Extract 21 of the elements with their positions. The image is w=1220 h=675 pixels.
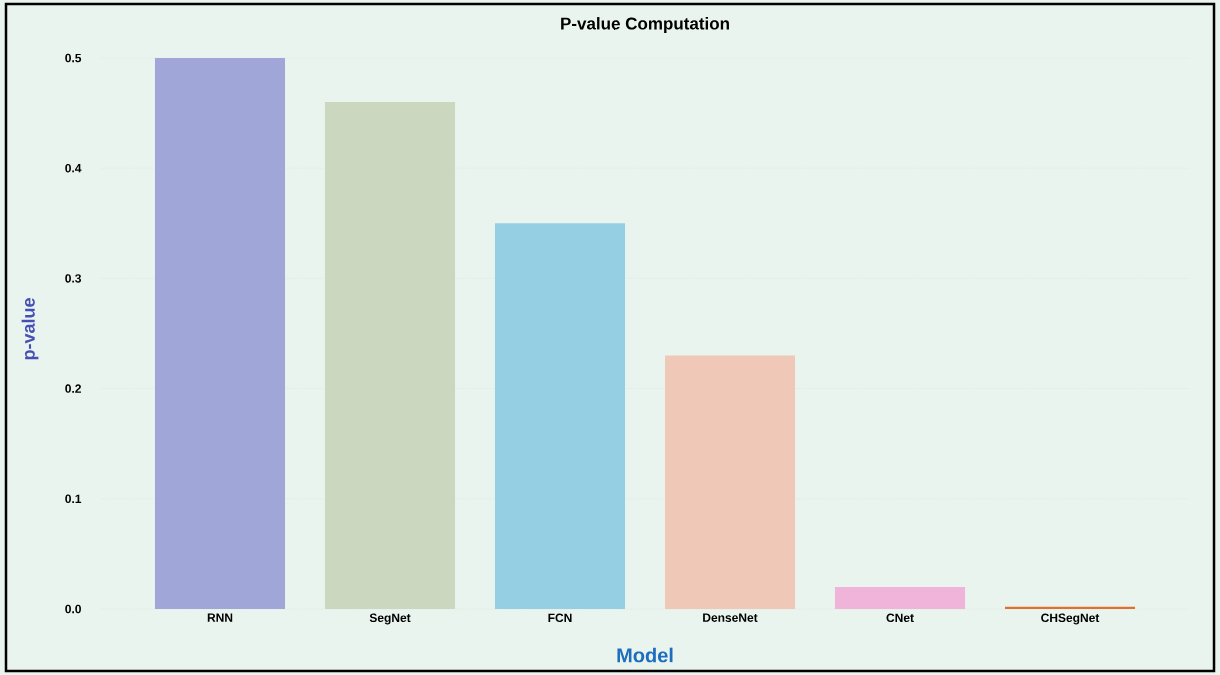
y-axis-title: p-value	[21, 298, 39, 360]
x-axis-title: Model	[617, 647, 673, 663]
bar	[324, 102, 456, 609]
y-tick-label: 0.1	[65, 494, 82, 504]
bar	[664, 355, 796, 609]
y-tick-label: 0.3	[65, 274, 82, 283]
x-tick-label: CNet	[886, 613, 914, 623]
y-tick-label: 0.4	[65, 163, 82, 173]
bar	[834, 586, 966, 609]
y-tick-label: 0.5	[65, 53, 82, 63]
bar	[1004, 606, 1136, 609]
y-tick-label: 0.2	[65, 384, 81, 393]
chart-title: P-value Computation	[561, 17, 729, 33]
x-tick-label: DenseNet	[703, 613, 758, 622]
x-tick-label: RNN	[207, 613, 233, 622]
x-tick-label: SegNet	[369, 613, 411, 625]
x-tick-label: FCN	[548, 613, 572, 623]
bar	[154, 58, 286, 609]
bar	[494, 223, 626, 609]
x-tick-label: CHSegNet	[1041, 613, 1100, 625]
y-tick-label: 0.0	[65, 604, 81, 614]
